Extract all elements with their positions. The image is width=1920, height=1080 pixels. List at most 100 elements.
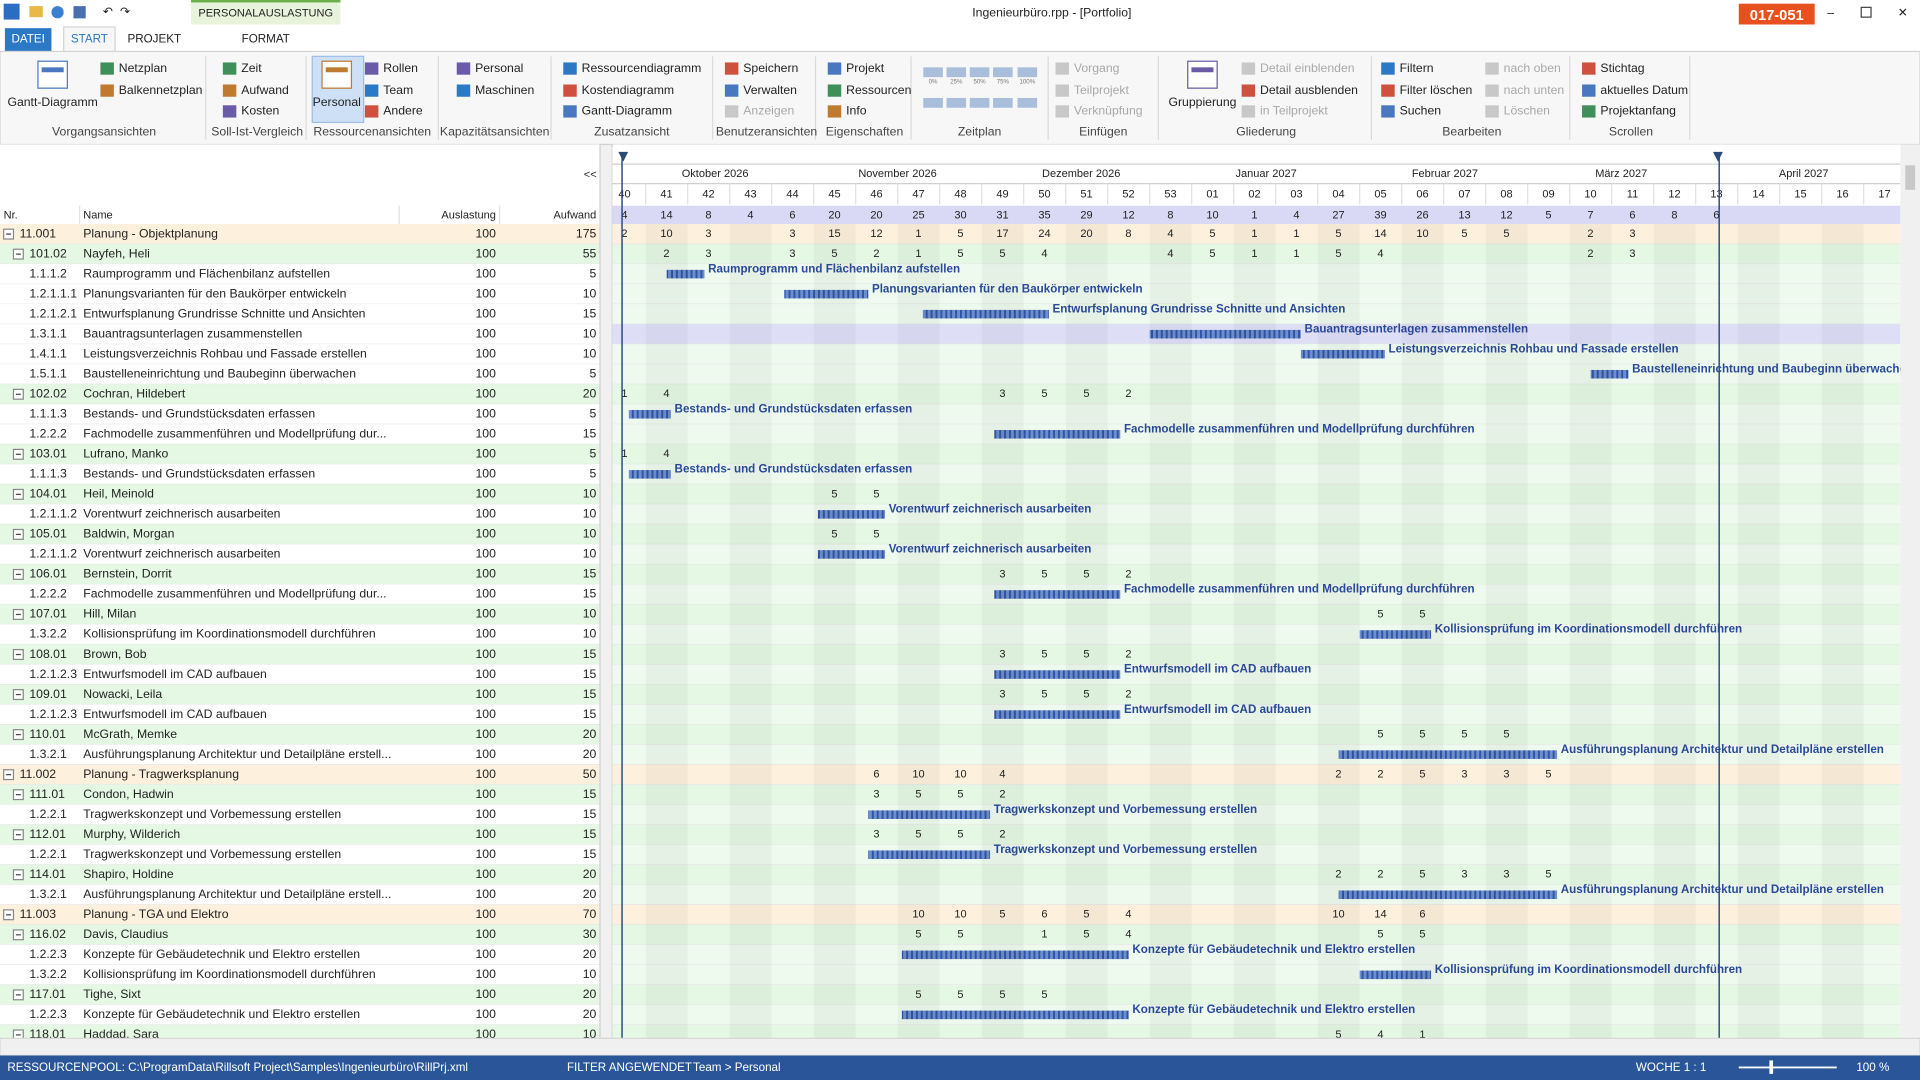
tab[interactable]: PROJEKT <box>127 32 181 45</box>
open-icon[interactable] <box>29 6 43 18</box>
ribbon-button[interactable]: Suchen <box>1400 104 1442 118</box>
ribbon-button[interactable]: nach unten <box>1504 83 1565 97</box>
task-bar[interactable] <box>1359 970 1432 980</box>
task-bar[interactable] <box>868 850 991 860</box>
tab[interactable]: DATEI <box>11 32 44 45</box>
row-bg <box>0 664 600 685</box>
task-bar[interactable] <box>628 470 671 479</box>
week-load: 3 <box>1461 869 1467 881</box>
task-bar[interactable] <box>868 810 991 819</box>
close-button[interactable]: ✕ <box>1898 6 1908 20</box>
tab[interactable]: START <box>71 32 108 45</box>
scroll-thumb[interactable] <box>1905 165 1916 190</box>
task-bar[interactable] <box>628 409 671 419</box>
ribbon-button[interactable]: Aufwand <box>241 83 289 97</box>
ribbon-button[interactable]: Ressourcen <box>846 83 911 97</box>
row-nr: 116.02 <box>29 927 66 941</box>
ribbon-button[interactable]: Anzeigen <box>743 104 794 118</box>
task-bar[interactable] <box>1359 630 1432 639</box>
ribbon-button[interactable]: 25% <box>950 79 963 86</box>
ribbon-button[interactable]: Rollen <box>383 61 418 75</box>
ribbon-button[interactable]: Projektanfang <box>1600 104 1676 118</box>
ribbon-button[interactable]: Stichtag <box>1600 61 1644 75</box>
app-icon[interactable] <box>3 3 20 20</box>
ribbon-button[interactable]: Verknüpfung <box>1074 104 1143 118</box>
ribbon-button[interactable]: Andere <box>383 104 423 118</box>
ribbon-button[interactable]: Maschinen <box>475 83 534 97</box>
column-header[interactable]: Name <box>83 209 112 221</box>
ribbon-button[interactable]: Ressourcendiagramm <box>582 61 702 75</box>
column-header[interactable]: Auslastung <box>441 209 496 221</box>
ribbon-button[interactable]: Gantt-Diagramm <box>582 104 672 118</box>
ribbon-button[interactable]: Detail einblenden <box>1260 61 1355 75</box>
week-load: 3 <box>873 789 879 801</box>
vertical-scrollbar[interactable] <box>1900 144 1920 1039</box>
task-bar[interactable] <box>901 1010 1129 1020</box>
task-bar[interactable] <box>1590 369 1629 379</box>
zoom-slider[interactable] <box>1738 1066 1837 1069</box>
undo-icon[interactable]: ↶ <box>103 4 113 18</box>
button-icon <box>222 62 237 75</box>
task-bar[interactable] <box>994 590 1121 599</box>
ribbon-button[interactable]: Info <box>846 104 867 118</box>
week-load: 3 <box>1629 248 1635 260</box>
task-bar[interactable] <box>817 510 886 519</box>
file-tab-bg[interactable] <box>4 28 52 52</box>
task-bar[interactable] <box>1300 349 1385 359</box>
week-label: 17 <box>1878 189 1890 201</box>
task-bar[interactable] <box>901 950 1129 960</box>
splitter[interactable] <box>599 143 613 1039</box>
ribbon-button[interactable]: 50% <box>973 79 986 86</box>
task-bar[interactable] <box>666 269 705 279</box>
ribbon-button[interactable]: Balkennetzplan <box>119 83 203 97</box>
redo-icon[interactable]: ↷ <box>120 4 130 18</box>
tab[interactable]: FORMAT <box>242 32 290 45</box>
ribbon-button[interactable]: 75% <box>997 79 1010 86</box>
ribbon-button[interactable]: Personal <box>475 61 523 75</box>
ribbon-button[interactable]: Verwalten <box>743 83 797 97</box>
task-bar[interactable] <box>1338 890 1558 900</box>
horizontal-scrollbar[interactable] <box>0 1037 1920 1057</box>
task-bar[interactable] <box>922 309 1049 319</box>
zoom-thumb[interactable] <box>1769 1060 1774 1074</box>
minimize-button[interactable]: – <box>1827 6 1834 20</box>
ribbon-button[interactable]: 0% <box>929 79 938 86</box>
ribbon-button[interactable]: nach oben <box>1504 61 1561 75</box>
ribbon-button[interactable]: Speichern <box>743 61 798 75</box>
task-bar[interactable] <box>994 430 1121 439</box>
badge: 017-051 <box>1750 8 1804 24</box>
ribbon-button[interactable]: Löschen <box>1504 104 1550 118</box>
row-effort: 10 <box>583 527 597 541</box>
ribbon-button[interactable]: Netzplan <box>119 61 167 75</box>
task-bar[interactable] <box>784 289 869 299</box>
task-bar[interactable] <box>1149 329 1301 339</box>
task-bar[interactable] <box>817 550 886 559</box>
save-icon[interactable] <box>73 6 86 19</box>
ribbon-button[interactable]: Filter löschen <box>1400 83 1473 97</box>
ribbon-button[interactable]: Kosten <box>241 104 279 118</box>
ribbon-button[interactable]: 100% <box>1020 79 1036 86</box>
ribbon-button[interactable]: Team <box>383 83 413 97</box>
ribbon-button[interactable]: in Teilprojekt <box>1260 104 1328 118</box>
ribbon-button[interactable]: Zeit <box>241 61 262 75</box>
task-bar[interactable] <box>994 670 1121 679</box>
ribbon-button[interactable]: Projekt <box>846 61 885 75</box>
column-header[interactable]: Nr. <box>4 209 18 221</box>
ribbon-button[interactable]: Kostendiagramm <box>582 83 674 97</box>
group-label: Vorgangsansichten <box>52 124 156 138</box>
task-bar[interactable] <box>1338 750 1558 759</box>
context-tab-bg <box>191 0 341 25</box>
column-header[interactable]: Aufwand <box>553 209 596 221</box>
ribbon-button[interactable]: Gantt-Diagramm <box>7 95 97 109</box>
ribbon-button[interactable]: Teilprojekt <box>1074 83 1130 97</box>
collapse-button[interactable]: << <box>584 169 597 181</box>
maximize-button[interactable] <box>1860 6 1872 18</box>
ribbon-button[interactable]: Detail ausblenden <box>1260 83 1358 97</box>
task-bar[interactable] <box>994 710 1121 719</box>
ribbon-button[interactable]: Personal <box>313 95 361 109</box>
ribbon-button[interactable]: Vorgang <box>1074 61 1120 75</box>
ribbon-button[interactable]: aktuelles Datum <box>1600 83 1688 97</box>
ribbon-button[interactable]: Gruppierung <box>1168 95 1236 109</box>
refresh-icon[interactable] <box>51 6 64 19</box>
ribbon-button[interactable]: Filtern <box>1400 61 1434 75</box>
